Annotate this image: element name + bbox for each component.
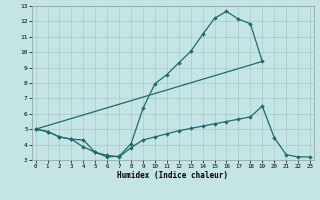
X-axis label: Humidex (Indice chaleur): Humidex (Indice chaleur) (117, 171, 228, 180)
